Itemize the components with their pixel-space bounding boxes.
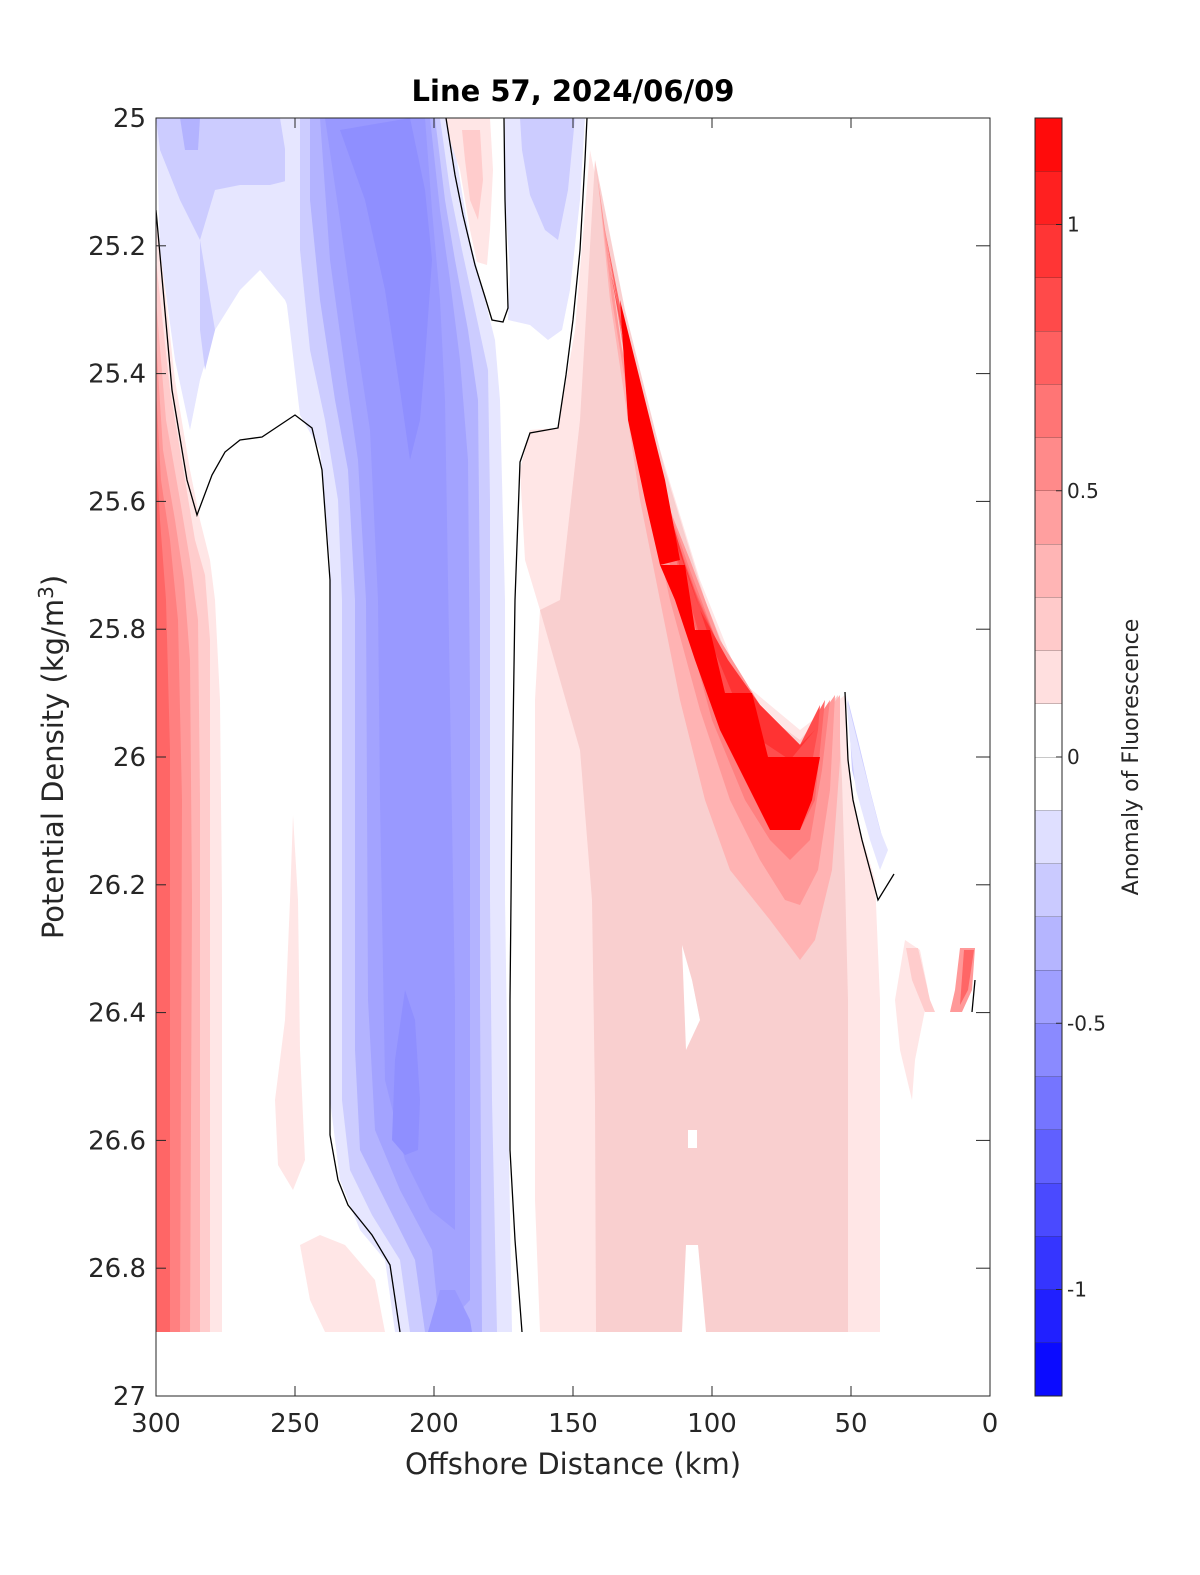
zero-contour-3 (509, 118, 588, 1333)
colorbar-segment (1035, 1236, 1062, 1290)
colorbar-segment (1035, 1289, 1062, 1343)
upper-pink-patch-inner (462, 130, 483, 220)
central-blue-core (280, 118, 512, 1332)
colorbar-segment (1035, 490, 1062, 544)
x-tick-label: 100 (687, 1409, 737, 1439)
contour-band-neg-4 (180, 118, 200, 150)
colorbar-tick-label: 0.5 (1067, 479, 1099, 503)
zero-contour-lines (156, 118, 976, 1333)
y-tick-label: 27 (113, 1382, 146, 1412)
colorbar-segment (1035, 118, 1062, 172)
y-tick-label: 26 (113, 743, 146, 773)
colorbar-tick-label: -0.5 (1067, 1011, 1106, 1035)
colorbar-segment (1035, 1183, 1062, 1237)
nearshore-red-wedge (520, 150, 880, 1332)
contour-fill (156, 118, 975, 1332)
small-blue-near-45-edge (846, 695, 888, 870)
nearshore-pink-bits (895, 940, 975, 1100)
colorbar-segment (1035, 916, 1062, 970)
x-tick-label: 300 (131, 1409, 181, 1439)
chart-title: Line 57, 2024/06/09 (412, 74, 735, 108)
contour-band-neg-11 (392, 990, 420, 1155)
colorbar-tick-label: 1 (1067, 213, 1080, 237)
bottom-pink-230 (300, 1235, 385, 1332)
contour-band-neg-12 (428, 1290, 472, 1332)
colorbar-segment (1035, 1342, 1062, 1396)
zero-contour-5 (971, 979, 976, 1013)
contour-band-neg-10 (340, 118, 432, 460)
colorbar-segment (1035, 437, 1062, 491)
x-tick-label: 150 (548, 1409, 598, 1439)
offshore-red-edge (156, 210, 222, 1332)
y-tick-label: 26.6 (88, 1126, 146, 1156)
colorbar-segment (1035, 863, 1062, 917)
x-tick-label: 0 (982, 1409, 999, 1439)
x-tick-label: 250 (270, 1409, 320, 1439)
upper-blue-patch (505, 118, 585, 340)
x-tick-label: 50 (834, 1409, 867, 1439)
contour-band-pos-6 (156, 450, 170, 1332)
white-slit-1 (682, 945, 700, 1050)
colorbar-segment (1035, 171, 1062, 225)
colorbar-tick-label: 0 (1067, 745, 1080, 769)
zero-contour-1 (156, 209, 401, 1333)
colorbar-title: Anomaly of Fluorescence (1119, 619, 1144, 896)
y-axis-title-end: ) (36, 575, 70, 586)
y-tick-label: 25.4 (88, 360, 146, 390)
zero-contour-2 (445, 118, 509, 323)
contour-band-neg-9 (325, 118, 455, 1230)
y-tick-label: 26.2 (88, 871, 146, 901)
colorbar-segment (1035, 703, 1062, 757)
y-tick-label: 25.2 (88, 232, 146, 262)
y-axis-title-sup: 3 (34, 586, 58, 599)
contour-band-neg-14 (520, 118, 575, 240)
colorbar-segment (1035, 1129, 1062, 1183)
contour-band-pos-20 (960, 950, 974, 1005)
y-axis-title: Potential Density (kg/m3) (34, 575, 70, 939)
colorbar: 1 0.5 0 -0.5 -1 (1034, 117, 1106, 1397)
x-axis-title: Offshore Distance (km) (405, 1447, 741, 1481)
contour-band-pos-15 (660, 565, 820, 830)
y-tick-label: 25 (113, 104, 146, 134)
colorbar-segment (1035, 1076, 1062, 1130)
colorbar-segment (1035, 384, 1062, 438)
small-pink-250 (275, 815, 305, 1190)
y-tick-label: 26.4 (88, 999, 146, 1029)
x-axis: 300 250 200 150 100 50 0 (131, 118, 998, 1439)
y-tick-label: 25.6 (88, 487, 146, 517)
colorbar-segment (1035, 597, 1062, 651)
colorbar-tick-label: -1 (1067, 1278, 1087, 1302)
y-axis: 25 25.2 25.4 25.6 25.8 26 26.2 26.4 26.6 26.8 27 (88, 104, 990, 1412)
zero-contour-4 (844, 691, 895, 902)
colorbar-segment (1035, 277, 1062, 331)
white-slit-3 (688, 1130, 697, 1148)
colorbar-segment (1035, 1023, 1062, 1077)
colorbar-segment (1035, 544, 1062, 598)
y-tick-label: 25.8 (88, 615, 146, 645)
contour-band-neg-3 (200, 240, 215, 370)
colorbar-segment (1035, 331, 1062, 385)
y-tick-label: 26.8 (88, 1254, 146, 1284)
colorbar-segment (1035, 224, 1062, 278)
y-axis-title-main: Potential Density (kg/m (36, 599, 70, 939)
contour-band-pos-18 (906, 948, 935, 1012)
contour-band-pos-16 (620, 300, 680, 565)
white-slit-2 (682, 1245, 706, 1332)
x-tick-label: 200 (409, 1409, 459, 1439)
colorbar-segment (1035, 970, 1062, 1024)
colorbar-segment (1035, 810, 1062, 864)
colorbar-segment (1035, 650, 1062, 704)
colorbar-segment (1035, 757, 1062, 811)
